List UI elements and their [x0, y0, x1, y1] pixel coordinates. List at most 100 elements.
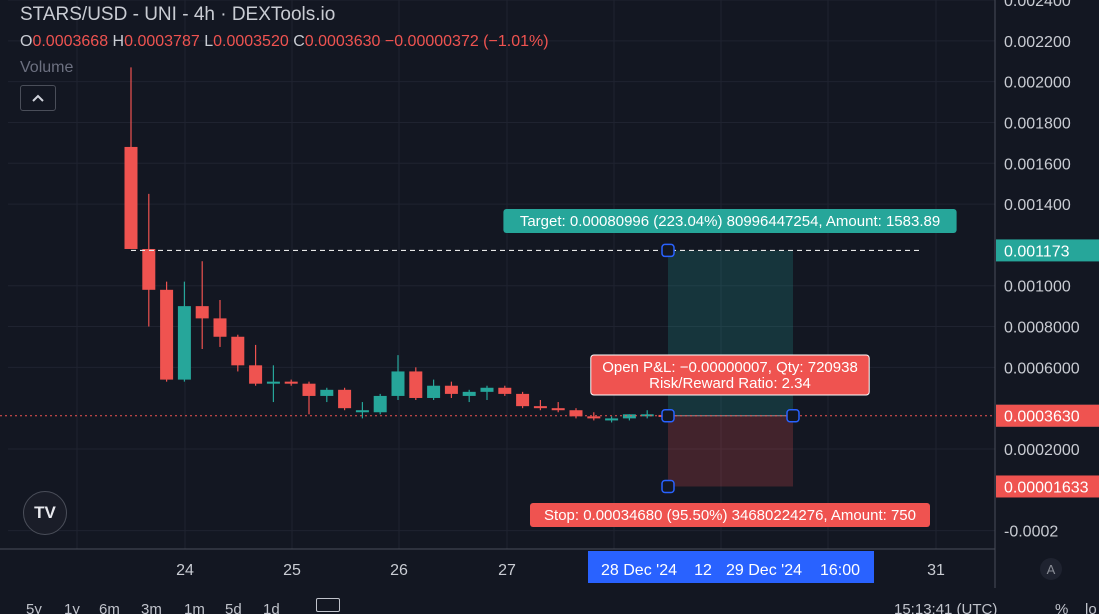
- range-1y-button[interactable]: 1y: [64, 601, 80, 614]
- y-tick-label: 0.001000: [1004, 279, 1071, 296]
- high-value: 0.0003787: [124, 33, 200, 50]
- pnl-label-text: Risk/Reward Ratio: 2.34: [649, 375, 811, 392]
- high-key: H: [112, 33, 125, 50]
- candle-body: [409, 371, 423, 398]
- candle-body: [320, 389, 334, 396]
- x-range-label: 28 Dec '24: [601, 562, 677, 579]
- y-tick-label: 0.0002000: [1004, 442, 1080, 459]
- candle-body: [587, 416, 601, 419]
- chart-title: STARS/USD - UNI - 4h · DEXTools.io: [20, 4, 336, 25]
- y-tick-label: 0.0008000: [1004, 320, 1080, 337]
- candle-body: [195, 306, 209, 319]
- target-label-box: [503, 209, 957, 233]
- range-3m-button[interactable]: 3m: [141, 601, 162, 614]
- candle-body: [427, 385, 441, 398]
- open-value: 0.0003668: [32, 33, 109, 50]
- x-tick-label: 27: [498, 562, 516, 579]
- close-value: 0.0003630: [304, 33, 381, 50]
- volume-label: Volume: [20, 59, 74, 76]
- open-key: O: [20, 33, 33, 50]
- candle-body: [444, 385, 458, 394]
- x-range-label: 16:00: [820, 562, 860, 579]
- pnl-label-box: [590, 354, 870, 396]
- position-handle[interactable]: [661, 408, 675, 423]
- y-tick-label: 0.002200: [1004, 34, 1071, 51]
- x-tick-label: 31: [927, 562, 945, 579]
- auto-scale-text: A: [1047, 562, 1056, 577]
- bottom-toolbar: 5y 1y 6m 3m 1m 5d 1d 15:13:41 (UTC) % lo: [0, 594, 1099, 614]
- price-label-box: [996, 404, 1099, 427]
- candle-body: [142, 248, 156, 290]
- y-tick-label: 0.002000: [1004, 75, 1071, 92]
- candle-body: [480, 387, 494, 392]
- close-key: C: [293, 33, 305, 50]
- low-key: L: [204, 33, 214, 50]
- candle-body: [160, 289, 174, 380]
- price-label-text: 0.001173: [1004, 243, 1070, 260]
- price-label-text: 0.0003630: [1004, 409, 1080, 426]
- y-tick-label: 0.001600: [1004, 156, 1071, 173]
- x-range-label: 12: [694, 562, 712, 579]
- calendar-icon[interactable]: [316, 598, 340, 612]
- price-label-box: [996, 239, 1099, 262]
- price-label-box: [996, 475, 1099, 498]
- price-label-text: 0.00001633: [1004, 479, 1089, 496]
- y-tick-label: 0.001800: [1004, 115, 1071, 132]
- candle-body: [302, 383, 316, 396]
- candle-body: [124, 146, 138, 249]
- position-handle[interactable]: [786, 408, 800, 423]
- candle-body: [569, 410, 583, 417]
- x-tick-label: 26: [390, 562, 408, 579]
- range-5y-button[interactable]: 5y: [26, 601, 42, 614]
- candle-body: [177, 306, 191, 380]
- collapse-legend-button[interactable]: [20, 85, 56, 111]
- candle-body: [373, 395, 387, 413]
- candle-body: [213, 318, 227, 337]
- candle-body: [391, 371, 405, 396]
- candle-body: [533, 406, 547, 409]
- y-tick-label: -0.0002: [1004, 524, 1058, 541]
- percent-toggle[interactable]: %: [1055, 601, 1069, 614]
- candle-body: [640, 414, 654, 417]
- target-label-text: Target: 0.00080996 (223.04%) 80996447254…: [520, 213, 940, 230]
- range-1m-button[interactable]: 1m: [184, 601, 205, 614]
- range-6m-button[interactable]: 6m: [99, 601, 120, 614]
- clock-time: 15:13:41 (UTC): [894, 601, 998, 614]
- candle-body: [498, 387, 512, 394]
- y-tick-label: 0.002400: [1004, 0, 1071, 10]
- x-tick-label: 25: [283, 562, 301, 579]
- x-range-label: 29 Dec '24: [726, 562, 802, 579]
- candle-body: [551, 408, 565, 411]
- x-tick-label: 24: [176, 562, 194, 579]
- candle-body: [231, 336, 245, 366]
- low-value: 0.0003520: [213, 33, 289, 50]
- stop-label-box: [530, 503, 930, 527]
- candle-body: [622, 414, 636, 419]
- candle-body: [284, 381, 298, 384]
- range-5d-button[interactable]: 5d: [225, 601, 242, 614]
- candle-body: [338, 389, 352, 409]
- position-handle[interactable]: [661, 479, 675, 494]
- ohlc-legend: O0.0003668 H0.0003787 L0.0003520 C0.0003…: [20, 33, 549, 51]
- log-toggle[interactable]: lo: [1085, 601, 1097, 614]
- stop-label-text: Stop: 0.00034680 (95.50%) 34680224276, A…: [544, 507, 916, 524]
- candle-body: [266, 381, 280, 384]
- candle-body: [605, 418, 619, 421]
- candle-body: [516, 393, 530, 407]
- loss-zone: [668, 415, 793, 487]
- y-tick-label: 0.001400: [1004, 197, 1071, 214]
- tradingview-logo[interactable]: TV: [23, 491, 67, 535]
- pnl-label-text: Open P&L: −0.00000007, Qty: 720938: [602, 359, 858, 376]
- candle-body: [249, 365, 263, 384]
- y-tick-label: 0.0006000: [1004, 360, 1080, 377]
- position-handle[interactable]: [661, 243, 675, 258]
- candle-body: [462, 391, 476, 396]
- auto-scale-button[interactable]: [1040, 558, 1062, 580]
- change-value: −0.00000372 (−1.01%): [384, 33, 549, 50]
- candle-body: [355, 410, 369, 413]
- range-1d-button[interactable]: 1d: [263, 601, 280, 614]
- chevron-up-icon: [32, 94, 44, 102]
- time-range-highlight: [588, 551, 874, 583]
